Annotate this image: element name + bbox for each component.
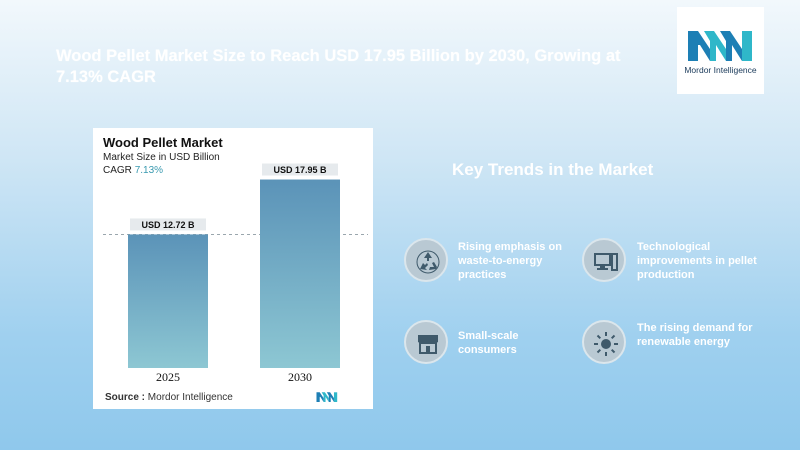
value-label-bg-2025 <box>130 218 206 231</box>
bar-chart: USD 12.72 B 2025 USD 17.95 B 2030 <box>103 163 368 384</box>
cagr-value: 7.13% <box>134 165 164 176</box>
computer-icon <box>582 238 626 282</box>
chart-cagr: CAGR 7.13% <box>103 165 163 176</box>
trend-text-3: Small-scale consumers <box>458 330 519 356</box>
cagr-label: CAGR <box>103 165 132 176</box>
bar-2030 <box>260 179 340 368</box>
small-logo-icon <box>316 392 338 402</box>
recycle-icon <box>404 238 448 282</box>
mordor-logo-mark-icon <box>688 31 752 61</box>
trends-title: Key Trends in the Market <box>452 160 654 179</box>
category-label-2025: 2025 <box>156 370 180 384</box>
chart-source: Source : Mordor Intelligence <box>105 392 233 403</box>
trend-text-1: Rising emphasis on waste-to-energy pract… <box>458 241 562 281</box>
chart-subtitle: Market Size in USD Billion <box>103 152 220 163</box>
trend-text-4: The rising demand for renewable energy <box>637 322 753 348</box>
category-label-2030: 2030 <box>288 370 312 384</box>
logo-text: Mordor Intelligence <box>684 65 757 75</box>
value-label-2030: USD 17.95 B <box>273 165 327 175</box>
trend-text-2: Technological improvements in pellet pro… <box>637 241 757 281</box>
chart-card: USD 12.72 B 2025 USD 17.95 B 2030 Wood Pell… <box>93 128 373 409</box>
value-label-bg-2030 <box>262 163 338 176</box>
shop-icon <box>404 320 448 364</box>
sun-icon <box>582 320 626 364</box>
headline: Wood Pellet Market Size to Reach USD 17.… <box>56 47 621 86</box>
value-label-2025: USD 12.72 B <box>141 220 195 230</box>
chart-title: Wood Pellet Market <box>103 135 223 150</box>
source-label: Source : <box>105 392 146 403</box>
source-value: Mordor Intelligence <box>147 392 233 403</box>
mordor-logo: Mordor Intelligence <box>677 7 764 94</box>
bar-2025 <box>128 234 208 368</box>
